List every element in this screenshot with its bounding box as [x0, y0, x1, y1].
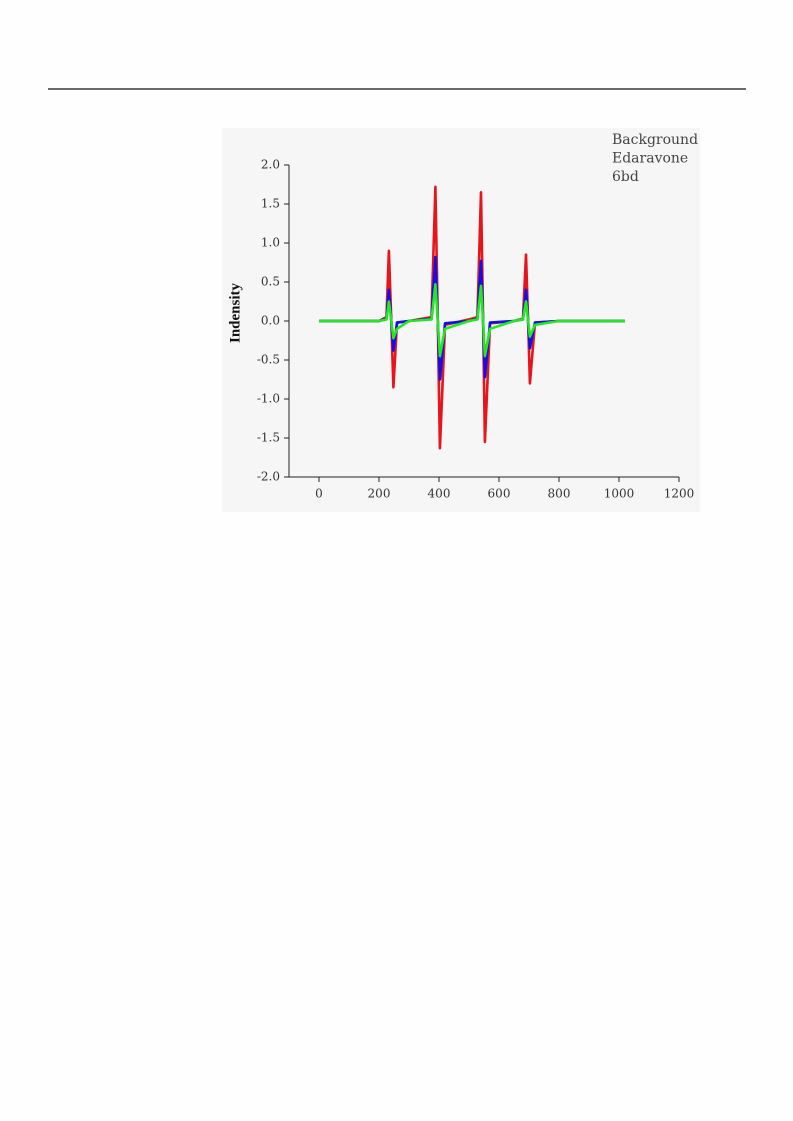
y-axis-label: Indensity — [227, 282, 243, 343]
y-tick-label: 2.0 — [261, 158, 280, 172]
y-tick-label: -1.0 — [257, 392, 280, 406]
x-tick-label: 0 — [315, 487, 323, 501]
x-tick-label: 200 — [368, 487, 391, 501]
x-tick-label: 600 — [488, 487, 511, 501]
legend-entry: Edaravone — [612, 151, 688, 167]
legend-entry: 6bd — [612, 169, 639, 185]
series-line — [319, 283, 625, 358]
y-tick-label: 0.0 — [261, 314, 280, 328]
x-tick-label: 400 — [428, 487, 451, 501]
y-tick-label: 0.5 — [261, 275, 280, 289]
x-tick-label: 1200 — [664, 487, 695, 501]
x-tick-label: 1000 — [604, 487, 635, 501]
y-tick-label: -2.0 — [257, 470, 280, 484]
legend-entry: Background — [612, 132, 698, 148]
y-tick-label: 1.0 — [261, 236, 280, 250]
x-tick-label: 800 — [548, 487, 571, 501]
y-tick-label: -1.5 — [257, 431, 280, 445]
y-tick-label: -0.5 — [257, 353, 280, 367]
y-tick-label: 1.5 — [261, 197, 280, 211]
